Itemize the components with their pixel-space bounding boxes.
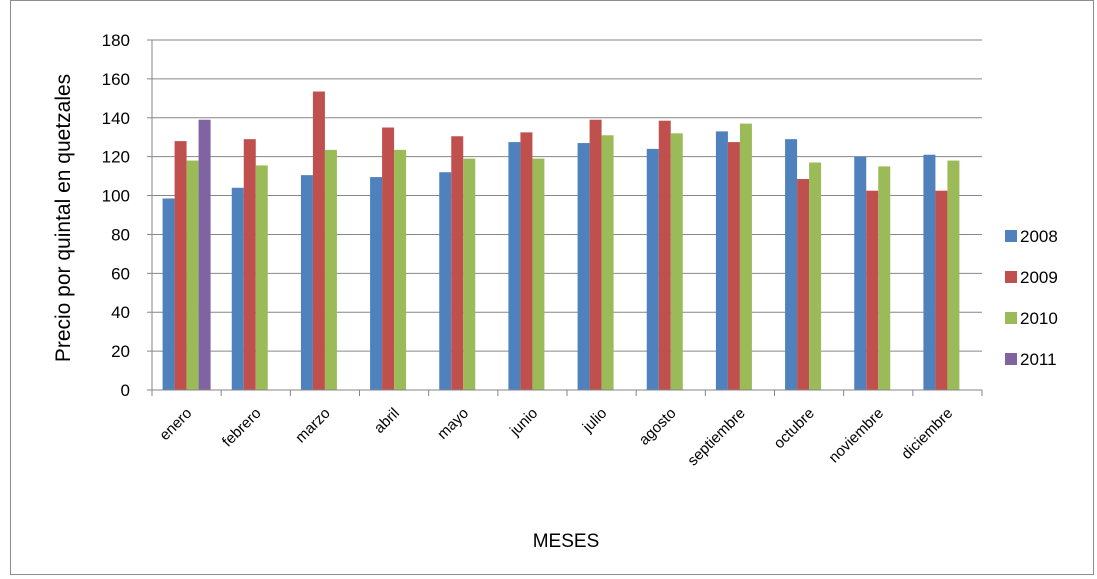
y-tick-label: 160: [102, 70, 130, 89]
legend-label: 2011: [1020, 350, 1057, 369]
bar: [198, 119, 211, 390]
legend-label: 2009: [1020, 268, 1058, 287]
y-tick-label: 60: [111, 264, 130, 283]
bar: [162, 198, 175, 390]
bar: [727, 142, 740, 390]
x-tick-label: febrero: [219, 405, 265, 451]
x-tick-label: octubre: [771, 405, 818, 452]
bar: [670, 133, 683, 391]
legend-label: 2010: [1020, 309, 1058, 328]
x-tick-label: junio: [506, 405, 541, 440]
bar: [589, 119, 602, 390]
y-tick-label: 180: [102, 31, 130, 50]
bar: [923, 154, 936, 390]
bar: [174, 141, 187, 390]
legend-swatch: [1005, 312, 1017, 324]
bar: [739, 123, 752, 390]
y-tick-label: 140: [102, 109, 130, 128]
x-tick-label: septiembre: [684, 405, 748, 469]
bar: [463, 158, 476, 390]
bars: [162, 91, 960, 391]
bar: [715, 131, 728, 390]
bar: [508, 142, 521, 390]
y-tick-label: 0: [121, 381, 130, 400]
bar: [866, 190, 879, 390]
x-tick-label: abril: [371, 405, 403, 437]
bar: [382, 127, 395, 390]
bar: [186, 160, 199, 390]
bar: [243, 139, 256, 390]
axes: [151, 40, 983, 396]
x-tick-labels: enero febrero marzo abril mayo junio julio agos…: [156, 405, 956, 469]
x-tick-label: marzo: [292, 405, 333, 446]
bar: [601, 135, 614, 390]
bar: [577, 143, 590, 390]
x-tick-label: mayo: [434, 405, 472, 443]
bar: [532, 158, 545, 390]
y-tick-label: 100: [102, 187, 130, 206]
bar: [324, 149, 337, 390]
bar: [312, 91, 325, 391]
bar: [785, 139, 798, 390]
bar: [439, 172, 452, 390]
bar: [370, 177, 383, 390]
bar: [300, 175, 313, 390]
bar: [451, 136, 464, 390]
x-tick-label: noviembre: [826, 405, 888, 467]
legend-swatch: [1005, 271, 1017, 283]
bar: [394, 149, 407, 390]
y-tick-labels: 0 20 40 60 80 100 120 140 160 180: [102, 31, 130, 400]
legend-swatch: [1005, 230, 1017, 242]
x-tick-label: diciembre: [898, 405, 956, 463]
x-tick-label: enero: [156, 405, 195, 444]
y-tick-label: 120: [102, 148, 130, 167]
bar: [854, 156, 867, 390]
bar: [797, 179, 810, 390]
bar: [809, 162, 822, 390]
gridlines: [147, 39, 982, 391]
legend-label: 2008: [1020, 227, 1058, 246]
bar: [255, 165, 268, 390]
bar: [878, 166, 891, 390]
y-tick-label: 80: [111, 225, 130, 244]
bar: [658, 120, 671, 390]
legend: 2008 2009 2010 2011: [1005, 227, 1058, 369]
bar: [646, 148, 659, 390]
y-axis-label: Precio por quintal en quetzales: [52, 74, 75, 362]
bar: [935, 190, 948, 390]
y-tick-label: 20: [111, 342, 130, 361]
legend-swatch: [1005, 353, 1017, 365]
bar: [231, 187, 244, 390]
bar: [520, 132, 533, 390]
x-axis-label: MESES: [533, 531, 600, 552]
y-tick-label: 40: [111, 303, 130, 322]
bar: [947, 160, 960, 390]
x-tick-label: agosto: [636, 405, 680, 449]
x-tick-label: julio: [579, 405, 611, 437]
